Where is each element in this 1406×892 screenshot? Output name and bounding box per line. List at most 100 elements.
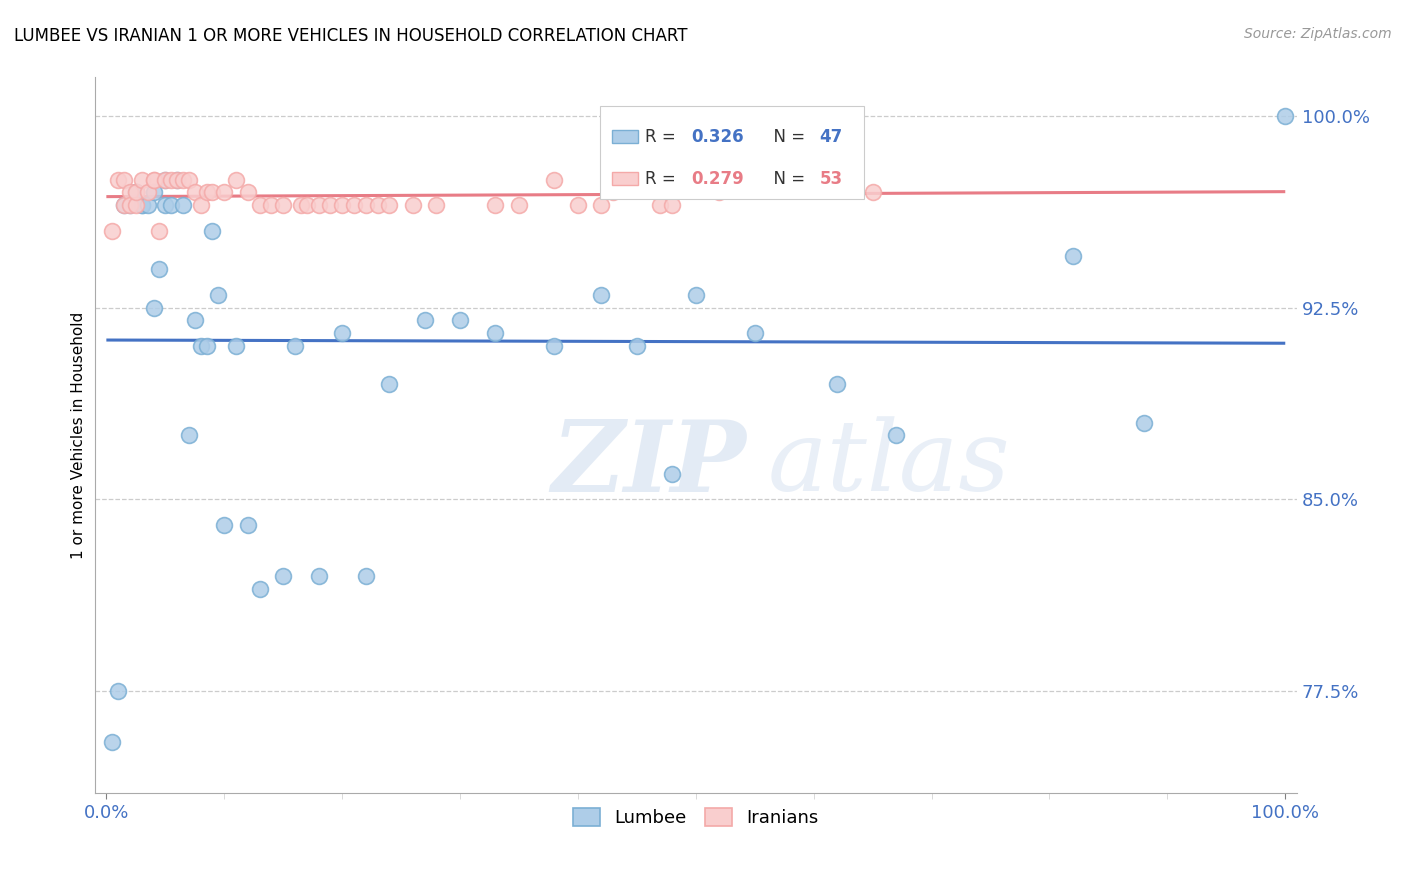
Point: [236, 517, 259, 532]
Point: [413, 313, 436, 327]
Point: [190, 339, 212, 353]
Point: [177, 428, 200, 442]
Text: R =: R =: [645, 169, 682, 187]
Text: LUMBEE VS IRANIAN 1 OR MORE VEHICLES IN HOUSEHOLD CORRELATION CHART: LUMBEE VS IRANIAN 1 OR MORE VEHICLES IN …: [14, 27, 688, 45]
Point: [249, 582, 271, 596]
Point: [101, 224, 124, 238]
Point: [1274, 109, 1296, 123]
Point: [343, 198, 366, 212]
Point: [118, 198, 141, 212]
Point: [378, 377, 401, 392]
Point: [602, 186, 624, 200]
Point: [142, 172, 165, 186]
Point: [118, 198, 141, 212]
Point: [661, 467, 683, 481]
Point: [142, 186, 165, 200]
Point: [195, 339, 218, 353]
Point: [118, 186, 141, 200]
Point: [225, 172, 247, 186]
Point: [271, 198, 294, 212]
Point: [402, 198, 425, 212]
Point: [155, 172, 177, 186]
Point: [136, 198, 159, 212]
Point: [125, 186, 148, 200]
Point: [330, 198, 353, 212]
Point: [626, 339, 648, 353]
Point: [319, 198, 342, 212]
Point: [166, 172, 188, 186]
Point: [112, 198, 135, 212]
Point: [131, 198, 153, 212]
Point: [661, 198, 683, 212]
Point: [330, 326, 353, 340]
Point: [862, 186, 884, 200]
Point: [148, 262, 170, 277]
Point: [744, 326, 766, 340]
Point: [125, 186, 148, 200]
Point: [166, 172, 188, 186]
Point: [449, 313, 471, 327]
Point: [626, 172, 648, 186]
Text: 47: 47: [820, 128, 844, 145]
Point: [425, 198, 447, 212]
Point: [284, 339, 307, 353]
Text: ZIP: ZIP: [551, 416, 747, 512]
Point: [136, 186, 159, 200]
Text: N =: N =: [763, 169, 810, 187]
Point: [484, 326, 506, 340]
Point: [1133, 416, 1156, 430]
Legend: Lumbee, Iranians: Lumbee, Iranians: [565, 801, 825, 834]
Text: N =: N =: [763, 128, 810, 145]
Point: [155, 172, 177, 186]
Text: atlas: atlas: [768, 417, 1011, 512]
Point: [142, 301, 165, 315]
Point: [308, 569, 330, 583]
Point: [160, 172, 183, 186]
Point: [195, 186, 218, 200]
Point: [212, 517, 235, 532]
Text: 0.279: 0.279: [690, 169, 744, 187]
FancyBboxPatch shape: [612, 130, 637, 144]
Point: [709, 186, 731, 200]
Point: [1062, 249, 1084, 263]
Point: [484, 198, 506, 212]
Point: [249, 198, 271, 212]
Point: [827, 377, 849, 392]
Point: [543, 339, 565, 353]
Point: [591, 287, 613, 301]
Point: [190, 198, 212, 212]
Point: [201, 186, 224, 200]
Point: [125, 198, 148, 212]
Point: [155, 198, 177, 212]
Point: [567, 198, 589, 212]
Text: 0.326: 0.326: [690, 128, 744, 145]
Point: [131, 172, 153, 186]
Text: R =: R =: [645, 128, 682, 145]
Point: [125, 186, 148, 200]
Point: [112, 198, 135, 212]
Point: [148, 224, 170, 238]
Point: [172, 172, 194, 186]
Point: [142, 172, 165, 186]
Point: [172, 198, 194, 212]
Y-axis label: 1 or more Vehicles in Household: 1 or more Vehicles in Household: [72, 312, 86, 559]
Point: [207, 287, 229, 301]
Point: [112, 172, 135, 186]
Point: [160, 198, 183, 212]
FancyBboxPatch shape: [612, 172, 637, 186]
Point: [184, 186, 207, 200]
Point: [378, 198, 401, 212]
Point: [685, 287, 707, 301]
Point: [366, 198, 388, 212]
Point: [295, 198, 318, 212]
Point: [744, 160, 766, 174]
Point: [884, 428, 907, 442]
Point: [271, 569, 294, 583]
Point: [308, 198, 330, 212]
Point: [107, 172, 129, 186]
Point: [354, 198, 377, 212]
Point: [236, 186, 259, 200]
Point: [107, 684, 129, 698]
Point: [354, 569, 377, 583]
Point: [212, 186, 235, 200]
